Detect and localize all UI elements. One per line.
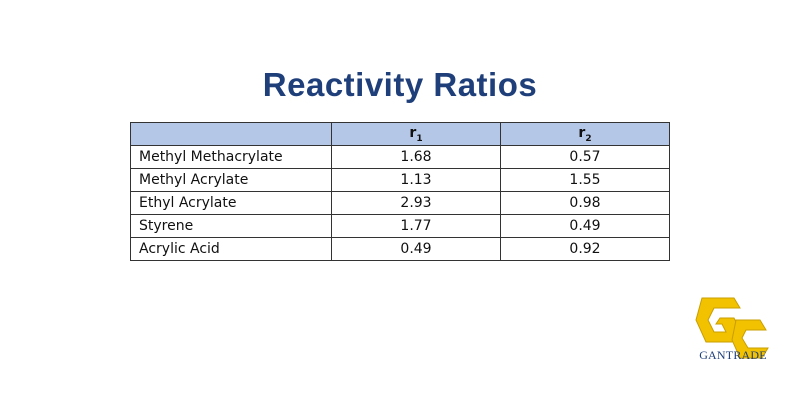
r2-value: 0.98 — [500, 191, 670, 215]
table-row: Ethyl Acrylate 2.93 0.98 — [130, 191, 670, 215]
r2-value: 0.57 — [500, 145, 670, 169]
monomer-name: Methyl Methacrylate — [130, 145, 332, 169]
gantrade-gc-logo-icon — [695, 297, 769, 359]
r2-value: 1.55 — [500, 168, 670, 192]
r2-value: 0.92 — [500, 237, 670, 261]
monomer-name: Acrylic Acid — [130, 237, 332, 261]
table-row: Methyl Acrylate 1.13 1.55 — [130, 168, 670, 192]
monomer-name: Ethyl Acrylate — [130, 191, 332, 215]
r1-value: 1.68 — [331, 145, 501, 169]
r1-value: 1.13 — [331, 168, 501, 192]
table-header-row: r1 r2 — [130, 122, 670, 146]
table-row: Styrene 1.77 0.49 — [130, 214, 670, 238]
reactivity-ratios-table: r1 r2 Methyl Methacrylate 1.68 0.57 Meth… — [130, 122, 670, 261]
header-r1: r1 — [331, 122, 501, 146]
table-row: Methyl Methacrylate 1.68 0.57 — [130, 145, 670, 169]
table-row: Acrylic Acid 0.49 0.92 — [130, 237, 670, 261]
r1-value: 1.77 — [331, 214, 501, 238]
page-title: Reactivity Ratios — [262, 66, 538, 103]
r2-value: 0.49 — [500, 214, 670, 238]
brand-name: GANTRADE — [699, 348, 767, 362]
header-monomer — [130, 122, 332, 146]
monomer-name: Methyl Acrylate — [130, 168, 332, 192]
r1-value: 2.93 — [331, 191, 501, 215]
monomer-name: Styrene — [130, 214, 332, 238]
header-r2: r2 — [500, 122, 670, 146]
r1-value: 0.49 — [331, 237, 501, 261]
